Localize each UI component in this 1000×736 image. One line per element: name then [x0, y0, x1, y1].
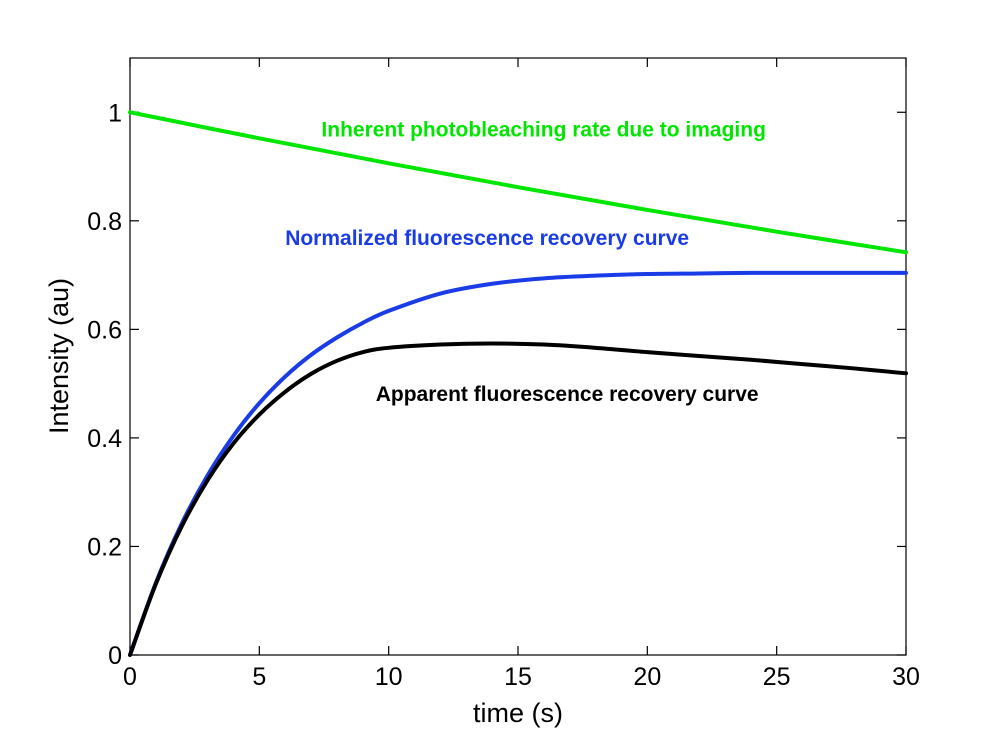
annotation-label: Normalized fluorescence recovery curve	[285, 227, 689, 250]
annotation-label: Apparent fluorescence recovery curve	[376, 383, 759, 406]
y-tick-label: 0.2	[87, 533, 122, 561]
annotation-label: Inherent photobleaching rate due to imag…	[321, 119, 766, 142]
normalized-recovery-line	[128, 270, 908, 657]
x-tick-label: 25	[763, 663, 791, 691]
x-tick-label: 0	[123, 663, 137, 691]
x-tick-label: 5	[252, 663, 266, 691]
x-tick-label: 30	[892, 663, 920, 691]
photobleaching-line	[128, 110, 908, 255]
y-axis-label: Intensity (au)	[44, 278, 74, 434]
y-tick-label: 1	[108, 99, 122, 127]
y-tick-label: 0.4	[87, 425, 122, 453]
y-tick-label: 0.6	[87, 316, 122, 344]
x-tick-label: 10	[375, 663, 403, 691]
y-tick-label: 0.8	[87, 208, 122, 236]
x-axis-label: time (s)	[473, 698, 563, 728]
plot-area	[129, 57, 907, 656]
y-tick-label: 0	[108, 642, 122, 670]
x-tick-label: 20	[633, 663, 661, 691]
x-tick-label: 15	[504, 663, 532, 691]
apparent-recovery-line	[128, 341, 908, 657]
